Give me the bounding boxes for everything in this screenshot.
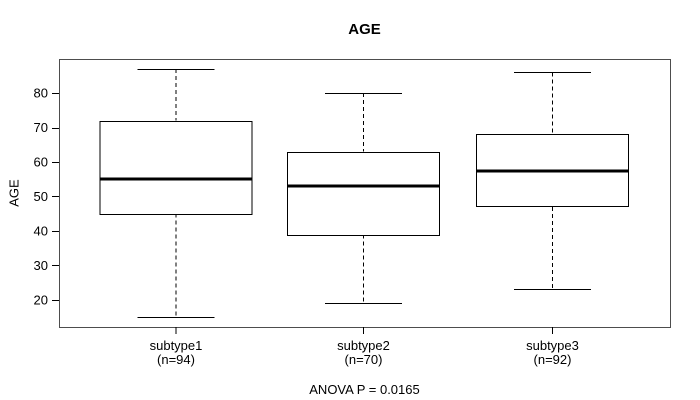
y-axis-tick-label: 80 <box>34 86 48 101</box>
y-axis-tick-label: 60 <box>34 154 48 169</box>
x-axis-group-label: subtype3 <box>526 338 579 353</box>
x-axis-group-label: subtype1 <box>150 338 203 353</box>
x-axis-group-label: subtype2 <box>337 338 390 353</box>
boxplot-group-subtype3: subtype3(n=92) <box>476 72 629 367</box>
chart-title: AGE <box>348 21 381 38</box>
iqr-box <box>287 152 440 236</box>
y-axis-tick-label: 40 <box>34 223 48 238</box>
y-axis-tick-label: 20 <box>34 292 48 307</box>
y-axis-tick-label: 70 <box>34 120 48 135</box>
y-axis-tick-label: 50 <box>34 189 48 204</box>
plot-border <box>59 59 671 328</box>
boxplot-group-subtype2: subtype2(n=70) <box>287 93 440 367</box>
y-axis-tick-label: 30 <box>34 258 48 273</box>
iqr-box <box>99 121 253 215</box>
x-axis-group-count-label: (n=70) <box>345 352 383 367</box>
anova-p-value-annotation: ANOVA P = 0.0165 <box>309 382 420 397</box>
boxplot-group-subtype1: subtype1(n=94) <box>99 68 253 367</box>
x-axis-group-count-label: (n=94) <box>157 352 195 367</box>
x-axis-group-count-label: (n=92) <box>534 352 572 367</box>
